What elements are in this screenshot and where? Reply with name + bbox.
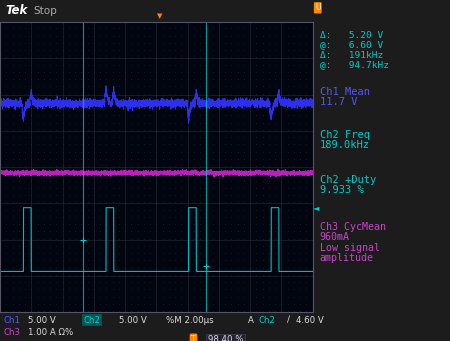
Text: Stop: Stop	[34, 6, 58, 16]
Text: Ch2 +Duty: Ch2 +Duty	[320, 175, 376, 185]
Text: A: A	[248, 316, 253, 325]
Text: Ch2: Ch2	[259, 316, 276, 325]
Text: U: U	[315, 3, 320, 12]
Text: Low signal: Low signal	[320, 243, 380, 253]
Text: 960mA: 960mA	[320, 232, 350, 242]
Text: amplitude: amplitude	[320, 253, 374, 263]
Text: Ch3: Ch3	[4, 328, 21, 337]
Text: Ch2 Freq: Ch2 Freq	[320, 130, 369, 140]
Text: @:   6.60 V: @: 6.60 V	[320, 40, 383, 49]
Text: Ch2: Ch2	[83, 316, 100, 325]
Text: Ch3 CycMean: Ch3 CycMean	[320, 222, 386, 232]
Text: 4.60 V: 4.60 V	[296, 316, 324, 325]
Text: 189.0kHz: 189.0kHz	[320, 140, 369, 150]
Text: Ch1 Mean: Ch1 Mean	[320, 87, 369, 97]
Text: @:   94.7kHz: @: 94.7kHz	[320, 60, 389, 69]
Text: ◄: ◄	[313, 203, 320, 212]
Text: Tek: Tek	[5, 4, 28, 17]
Text: Δ:   5.20 V: Δ: 5.20 V	[320, 31, 383, 40]
Text: Δ:   191kHz: Δ: 191kHz	[320, 51, 383, 60]
Text: ∕: ∕	[287, 316, 290, 325]
Text: Ch1: Ch1	[4, 316, 21, 325]
Text: 5.00 V: 5.00 V	[119, 316, 147, 325]
Text: 9.933 %: 9.933 %	[320, 185, 363, 195]
Text: 5.00 V: 5.00 V	[28, 316, 56, 325]
Text: ▼: ▼	[157, 13, 162, 19]
Text: T: T	[191, 335, 196, 341]
Text: 11.7 V: 11.7 V	[320, 97, 357, 107]
Text: 1.00 A Ω%: 1.00 A Ω%	[28, 328, 73, 337]
Text: 98.40 %: 98.40 %	[208, 335, 243, 341]
Text: %M 2.00μs: %M 2.00μs	[166, 316, 213, 325]
